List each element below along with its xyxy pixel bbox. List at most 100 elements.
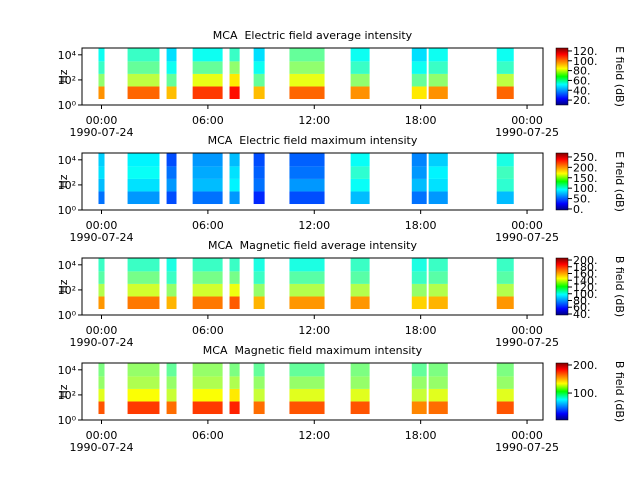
x-tick-label: 06:00	[192, 219, 224, 232]
colorbar	[555, 152, 569, 211]
spectrogram-cell	[98, 401, 105, 415]
axes-frame	[81, 257, 544, 316]
spectrogram-cell	[289, 166, 325, 179]
spectrogram-cell	[253, 388, 265, 402]
colorbar-tick-label: 40.	[573, 308, 591, 321]
colorbar-tick-label: 60.	[573, 301, 591, 314]
spectrogram-cell	[350, 48, 370, 62]
spectrogram-cell	[253, 283, 265, 297]
spectrogram-cell	[289, 271, 325, 284]
spectrogram-cell	[127, 388, 160, 402]
spectrogram-cell	[166, 86, 177, 100]
spectrogram-cell	[428, 283, 448, 297]
spectrogram-cell	[411, 73, 427, 87]
spectrogram-cell	[98, 153, 105, 167]
spectrogram-cell	[127, 166, 160, 179]
spectrogram-cell	[98, 363, 105, 377]
spectrogram-cell	[428, 296, 448, 310]
y-tick-label: 10⁰	[58, 99, 77, 112]
spectrogram-cell	[192, 401, 223, 415]
spectrogram-cell	[350, 363, 370, 377]
spectrogram-cell	[127, 153, 160, 167]
spectrogram-cell	[166, 153, 177, 167]
spectrogram-cell	[229, 178, 240, 192]
spectrogram-cell	[428, 363, 448, 377]
axes-frame	[81, 362, 544, 421]
y-tick-label: 10²	[58, 74, 76, 87]
spectrogram-cell	[289, 191, 325, 205]
x-date-label: 1990-07-25	[495, 126, 559, 139]
spectrogram-cell	[253, 271, 265, 284]
colorbar-tick-label: 0.	[573, 203, 584, 216]
spectrogram-cell	[127, 191, 160, 205]
spectrogram-cell	[253, 258, 265, 272]
spectrogram-cell	[496, 178, 514, 192]
spectrogram-cell	[289, 283, 325, 297]
x-tick-label: 00:00	[86, 114, 118, 127]
spectrogram-cell	[192, 48, 223, 62]
spectrogram-cell	[350, 61, 370, 74]
y-tick-label: 10²	[58, 389, 76, 402]
x-tick-label: 00:00	[511, 324, 543, 337]
spectrogram-cell	[411, 166, 427, 179]
spectrogram-cell	[166, 271, 177, 284]
x-tick-label: 18:00	[405, 429, 437, 442]
spectrogram-cell	[98, 61, 105, 74]
spectrogram-cell	[229, 363, 240, 377]
x-tick-label: 00:00	[86, 324, 118, 337]
spectrogram-cell	[127, 258, 160, 272]
spectrogram-cell	[127, 363, 160, 377]
spectrogram-cell	[350, 388, 370, 402]
spectrogram-cell	[166, 73, 177, 87]
x-date-label: 1990-07-25	[495, 231, 559, 244]
spectrogram-cell	[229, 388, 240, 402]
spectrogram-cell	[428, 388, 448, 402]
colorbar-tick-label: 160.	[573, 268, 598, 281]
x-tick-label: 00:00	[86, 219, 118, 232]
spectrogram-cell	[229, 191, 240, 205]
x-date-label: 1990-07-25	[495, 336, 559, 349]
spectrogram-cell	[428, 166, 448, 179]
colorbar-tick-label: 20.	[573, 94, 591, 107]
spectrogram-cell	[289, 388, 325, 402]
y-axis-label: Hz	[57, 384, 70, 398]
y-tick-label: 10²	[58, 284, 76, 297]
spectrogram-cell	[350, 178, 370, 192]
spectrogram-cell	[350, 153, 370, 167]
colorbar-label: B field (dB)	[613, 256, 626, 317]
spectrogram-cell	[192, 178, 223, 192]
spectrogram-cell	[289, 363, 325, 377]
x-tick-label: 12:00	[298, 429, 330, 442]
x-date-label: 1990-07-24	[70, 441, 134, 454]
chart-title: MCA Magnetic field maximum intensity	[203, 344, 423, 357]
spectrogram-cell	[411, 86, 427, 100]
spectrogram-cell	[289, 61, 325, 74]
spectrogram-cell	[166, 61, 177, 74]
colorbar-tick-label: 200.	[573, 161, 598, 174]
spectrogram-cell	[229, 271, 240, 284]
spectrogram-cell	[496, 191, 514, 205]
spectrogram-cell	[411, 388, 427, 402]
axes-frame	[81, 152, 544, 211]
spectrogram-cell	[192, 191, 223, 205]
x-tick-label: 06:00	[192, 324, 224, 337]
spectrogram-cell	[411, 283, 427, 297]
spectrogram-cell	[192, 73, 223, 87]
spectrogram-cell	[253, 296, 265, 310]
spectrogram-cell	[253, 61, 265, 74]
spectrogram-cell	[253, 86, 265, 100]
y-tick-label: 10⁴	[58, 364, 77, 377]
y-tick-label: 10⁴	[58, 154, 77, 167]
spectrogram-cell	[98, 296, 105, 310]
spectrogram-cell	[428, 271, 448, 284]
colorbar-tick-label: 100.	[573, 387, 598, 400]
colorbar-tick-label: 120.	[573, 45, 598, 58]
colorbar-tick-label: 100.	[573, 288, 598, 301]
spectrogram-cell	[166, 363, 177, 377]
spectrogram-cell	[98, 258, 105, 272]
spectrogram-cell	[496, 48, 514, 62]
y-axis-label: Hz	[57, 279, 70, 293]
spectrogram-cell	[496, 271, 514, 284]
spectrogram-cell	[428, 178, 448, 192]
spectrogram-cell	[350, 401, 370, 415]
